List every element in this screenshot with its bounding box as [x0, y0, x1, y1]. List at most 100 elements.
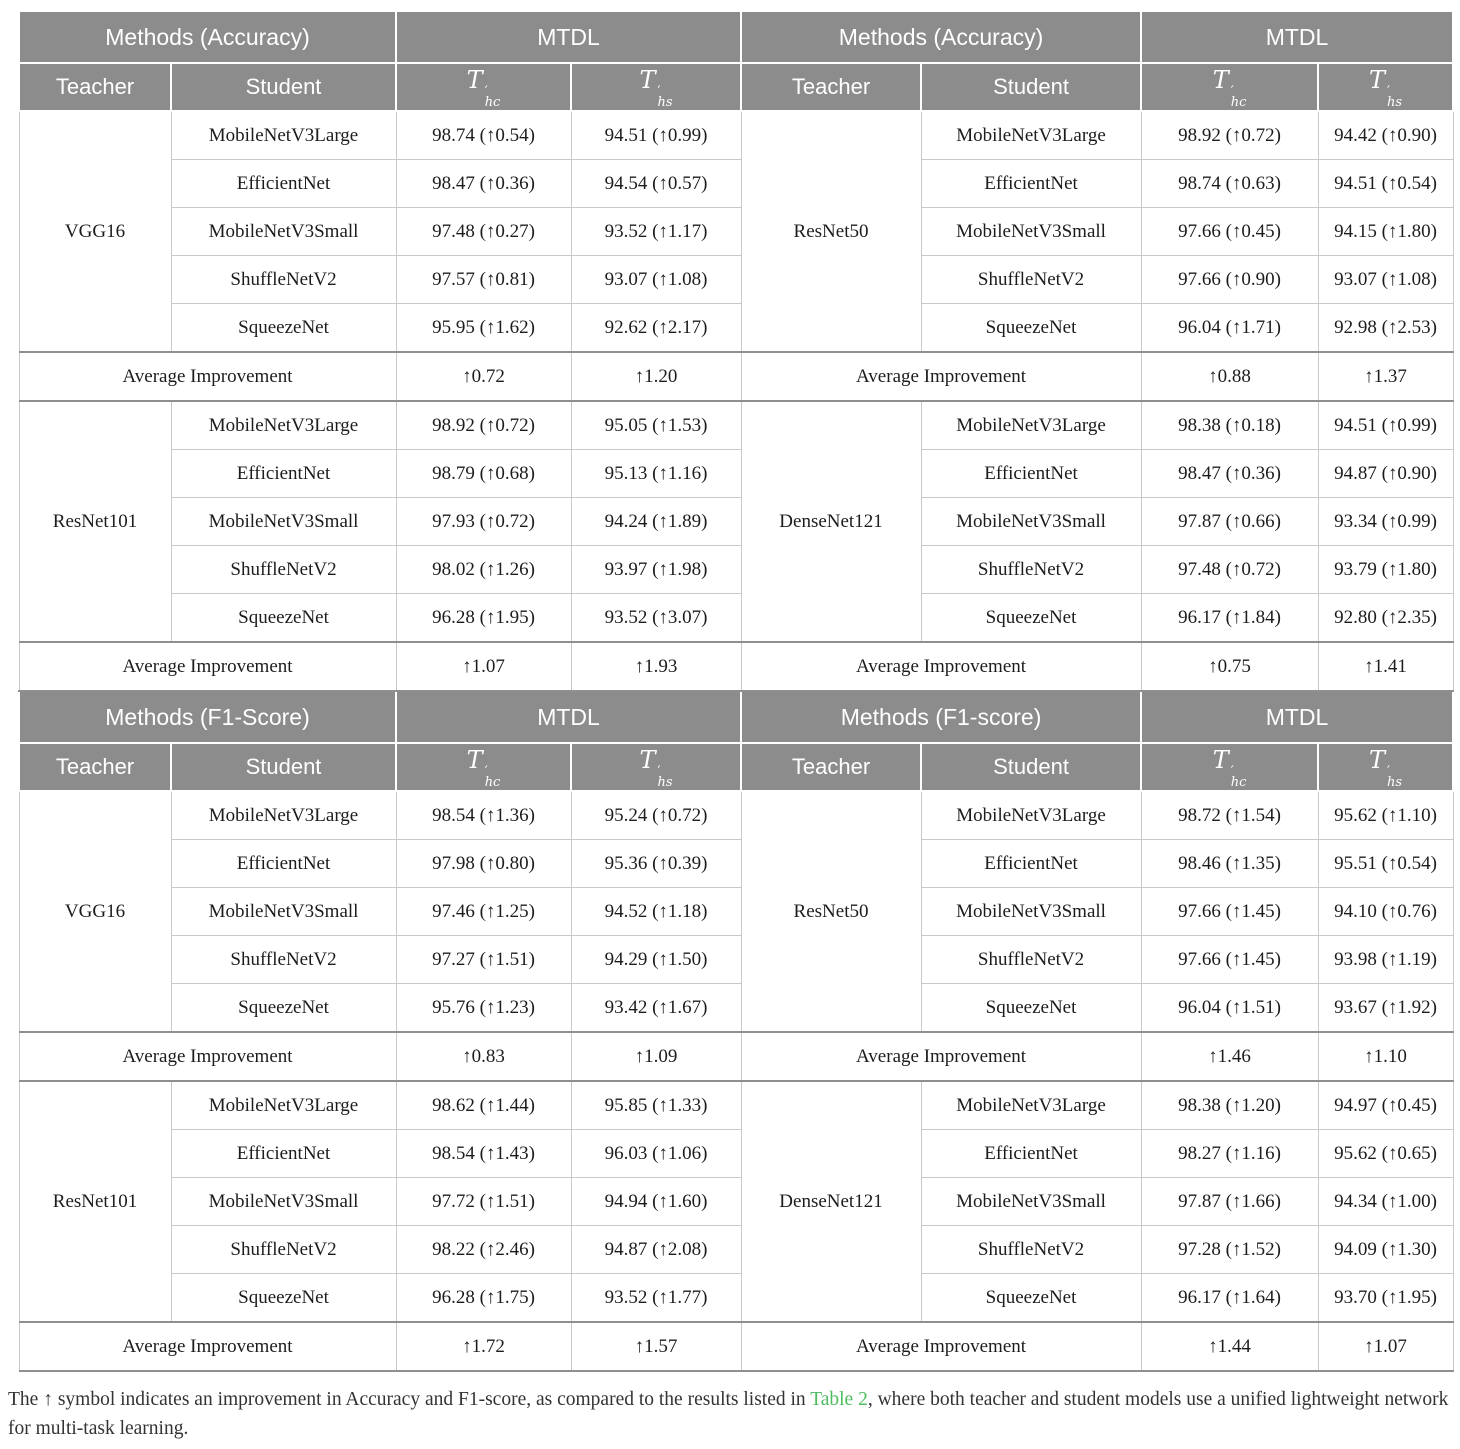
student-cell: MobileNetV3Large — [920, 110, 1142, 160]
hc-value-cell: 97.93 (↑0.72) — [395, 497, 572, 546]
hs-value-cell: 94.54 (↑0.57) — [570, 159, 742, 208]
student-cell: MobileNetV3Small — [170, 497, 397, 546]
col-header-t-hs-right-sub: hs — [1387, 774, 1403, 790]
average-improvement-label: Average Improvement — [740, 1031, 1142, 1082]
average-improvement-row: Average Improvement ↑1.07 ↑1.93 Average Imp… — [18, 641, 1454, 692]
col-header-t-hc-right-stack: ′ hc — [1230, 84, 1247, 109]
results-table: Methods (Accuracy) MTDL Methods (Accuracy)… — [17, 10, 1455, 1372]
student-cell: MobileNetV3Small — [920, 497, 1142, 546]
col-header-t-hc-left-sub: hc — [484, 774, 501, 790]
col-header-student-right: Student — [920, 62, 1143, 112]
col-header-teacher-right: Teacher — [740, 742, 923, 792]
student-cell: EfficientNet — [170, 1129, 397, 1178]
hc-value-cell: 97.98 (↑0.80) — [395, 839, 572, 888]
hs-value-cell: 95.85 (↑1.33) — [570, 1080, 742, 1130]
average-improvement-label: Average Improvement — [18, 641, 397, 692]
table-row: SqueezeNet 96.28 (↑1.75) 93.52 (↑1.77) Sque… — [19, 1273, 1454, 1323]
average-improvement-label: Average Improvement — [18, 1031, 397, 1082]
hs-value-cell: 93.52 (↑3.07) — [570, 593, 742, 643]
teacher-cell: ResNet50 — [740, 110, 922, 353]
col-header-t-hc-right-prime: ′ — [1230, 84, 1234, 100]
hc-value-cell: 96.17 (↑1.64) — [1140, 1273, 1319, 1323]
hs-value-cell: 93.79 (↑1.80) — [1317, 545, 1454, 594]
hs-value-cell: 93.67 (↑1.92) — [1317, 983, 1454, 1033]
student-cell: ShuffleNetV2 — [920, 1225, 1142, 1274]
student-cell: MobileNetV3Large — [170, 1080, 397, 1130]
hs-value-cell: 95.05 (↑1.53) — [570, 400, 742, 450]
student-cell: SqueezeNet — [920, 983, 1142, 1033]
col-header-teacher-left: Teacher — [18, 62, 172, 112]
col-header-t-hs-left-stack: ′ hs — [657, 764, 673, 789]
student-cell: EfficientNet — [920, 839, 1142, 888]
hs-value-cell: 94.51 (↑0.99) — [1317, 400, 1454, 450]
hs-value-cell: 95.62 (↑1.10) — [1317, 790, 1454, 840]
teacher-cell: VGG16 — [18, 790, 172, 1033]
hc-value-cell: 95.76 (↑1.23) — [395, 983, 572, 1033]
student-cell: MobileNetV3Large — [170, 790, 397, 840]
hs-value-cell: 94.87 (↑2.08) — [570, 1225, 742, 1274]
col-header-t-hs-right: T ′ hs — [1317, 62, 1455, 112]
hs-value-cell: 93.97 (↑1.98) — [570, 545, 742, 594]
hs-value-cell: 94.09 (↑1.30) — [1317, 1225, 1454, 1274]
average-improvement-row: Average Improvement ↑0.72 ↑1.20 Average Imp… — [18, 351, 1454, 402]
student-cell: EfficientNet — [170, 839, 397, 888]
hs-value-cell: 93.42 (↑1.67) — [570, 983, 742, 1033]
hc-value-cell: 98.38 (↑1.20) — [1140, 1080, 1319, 1130]
table-row: ShuffleNetV2 97.27 (↑1.51) 94.29 (↑1.50) Sh… — [19, 935, 1454, 984]
hc-value-cell: 97.48 (↑0.72) — [1140, 545, 1319, 594]
hs-value-cell: 93.98 (↑1.19) — [1317, 935, 1454, 984]
col-header-t-hs-left-prime: ′ — [657, 764, 661, 780]
average-hc-cell: ↑0.88 — [1140, 351, 1319, 402]
average-hc-cell: ↑0.75 — [1140, 641, 1319, 692]
hs-value-cell: 95.51 (↑0.54) — [1317, 839, 1454, 888]
average-hs-cell: ↑1.37 — [1317, 351, 1454, 402]
hs-value-cell: 94.34 (↑1.00) — [1317, 1177, 1454, 1226]
student-cell: MobileNetV3Small — [920, 207, 1142, 256]
teacher-cell: ResNet101 — [18, 1080, 172, 1323]
average-hc-cell: ↑0.83 — [395, 1031, 572, 1082]
hs-value-cell: 94.97 (↑0.45) — [1317, 1080, 1454, 1130]
col-header-student-right: Student — [920, 742, 1143, 792]
average-improvement-row: Average Improvement ↑1.72 ↑1.57 Average Imp… — [18, 1321, 1454, 1372]
table-row: SqueezeNet 95.76 (↑1.23) 93.42 (↑1.67) Sque… — [19, 983, 1454, 1033]
hs-value-cell: 94.52 (↑1.18) — [570, 887, 742, 936]
col-header-t-hs-left-sub: hs — [657, 94, 673, 110]
table-2-link[interactable]: Table 2 — [810, 1389, 868, 1410]
average-improvement-row: Average Improvement ↑0.83 ↑1.09 Average Imp… — [18, 1031, 1454, 1082]
average-hc-cell: ↑1.07 — [395, 641, 572, 692]
table-row: EfficientNet 98.79 (↑0.68) 95.13 (↑1.16) Ef… — [19, 449, 1454, 498]
student-cell: MobileNetV3Small — [920, 1177, 1142, 1226]
col-header-t-hc-left-prime: ′ — [484, 84, 488, 100]
student-cell: ShuffleNetV2 — [920, 545, 1142, 594]
hc-value-cell: 97.48 (↑0.27) — [395, 207, 572, 256]
table-row: ShuffleNetV2 98.02 (↑1.26) 93.97 (↑1.98) Sh… — [19, 545, 1454, 594]
average-hs-cell: ↑1.41 — [1317, 641, 1454, 692]
col-header-t-hc-right-stack: ′ hc — [1231, 765, 1247, 789]
hs-value-cell: 94.42 (↑0.90) — [1317, 110, 1454, 160]
student-cell: EfficientNet — [170, 159, 397, 208]
footnote-text-pre: The ↑ symbol indicates an improvement in… — [8, 1389, 811, 1410]
student-cell: EfficientNet — [170, 449, 397, 498]
col-header-teacher-left: Teacher — [18, 742, 172, 792]
section-header-row: Methods (F1-Score) MTDL Methods (F1-score)… — [17, 690, 1455, 744]
col-header-t-hc-right-base: T — [1212, 746, 1229, 775]
hc-value-cell: 98.02 (↑1.26) — [395, 545, 572, 594]
col-header-t-hs-right-prime: ′ — [1387, 764, 1390, 780]
table-row: ResNet101 MobileNetV3Large 98.62 (↑1.44) 95… — [18, 1080, 1454, 1323]
student-cell: MobileNetV3Small — [170, 1177, 397, 1226]
section-header-methods-right: Methods (F1-score) — [740, 690, 1143, 744]
hc-value-cell: 98.62 (↑1.44) — [395, 1080, 572, 1130]
col-header-t-hs-left: T ′ hs — [570, 742, 743, 792]
col-header-t-hs-right-prime: ′ — [1387, 84, 1390, 100]
average-hc-cell: ↑0.72 — [395, 351, 572, 402]
hc-value-cell: 97.28 (↑1.52) — [1140, 1225, 1319, 1274]
col-header-t-hs-right: T ′ hs — [1317, 742, 1455, 792]
section-header-methods-left: Methods (Accuracy) — [17, 10, 398, 64]
table-row: MobileNetV3Small 97.46 (↑1.25) 94.52 (↑1.1… — [19, 887, 1454, 936]
student-cell: SqueezeNet — [170, 1273, 397, 1323]
column-header-row: Teacher Student T ′ hc T ′ hs Teacher Student T ′ hc… — [18, 62, 1455, 112]
col-header-t-hs-right-sub: hs — [1387, 94, 1403, 110]
hc-value-cell: 97.66 (↑0.45) — [1140, 207, 1319, 256]
table-row: EfficientNet 97.98 (↑0.80) 95.36 (↑0.39) Ef… — [19, 839, 1454, 888]
hs-value-cell: 94.87 (↑0.90) — [1317, 449, 1454, 498]
